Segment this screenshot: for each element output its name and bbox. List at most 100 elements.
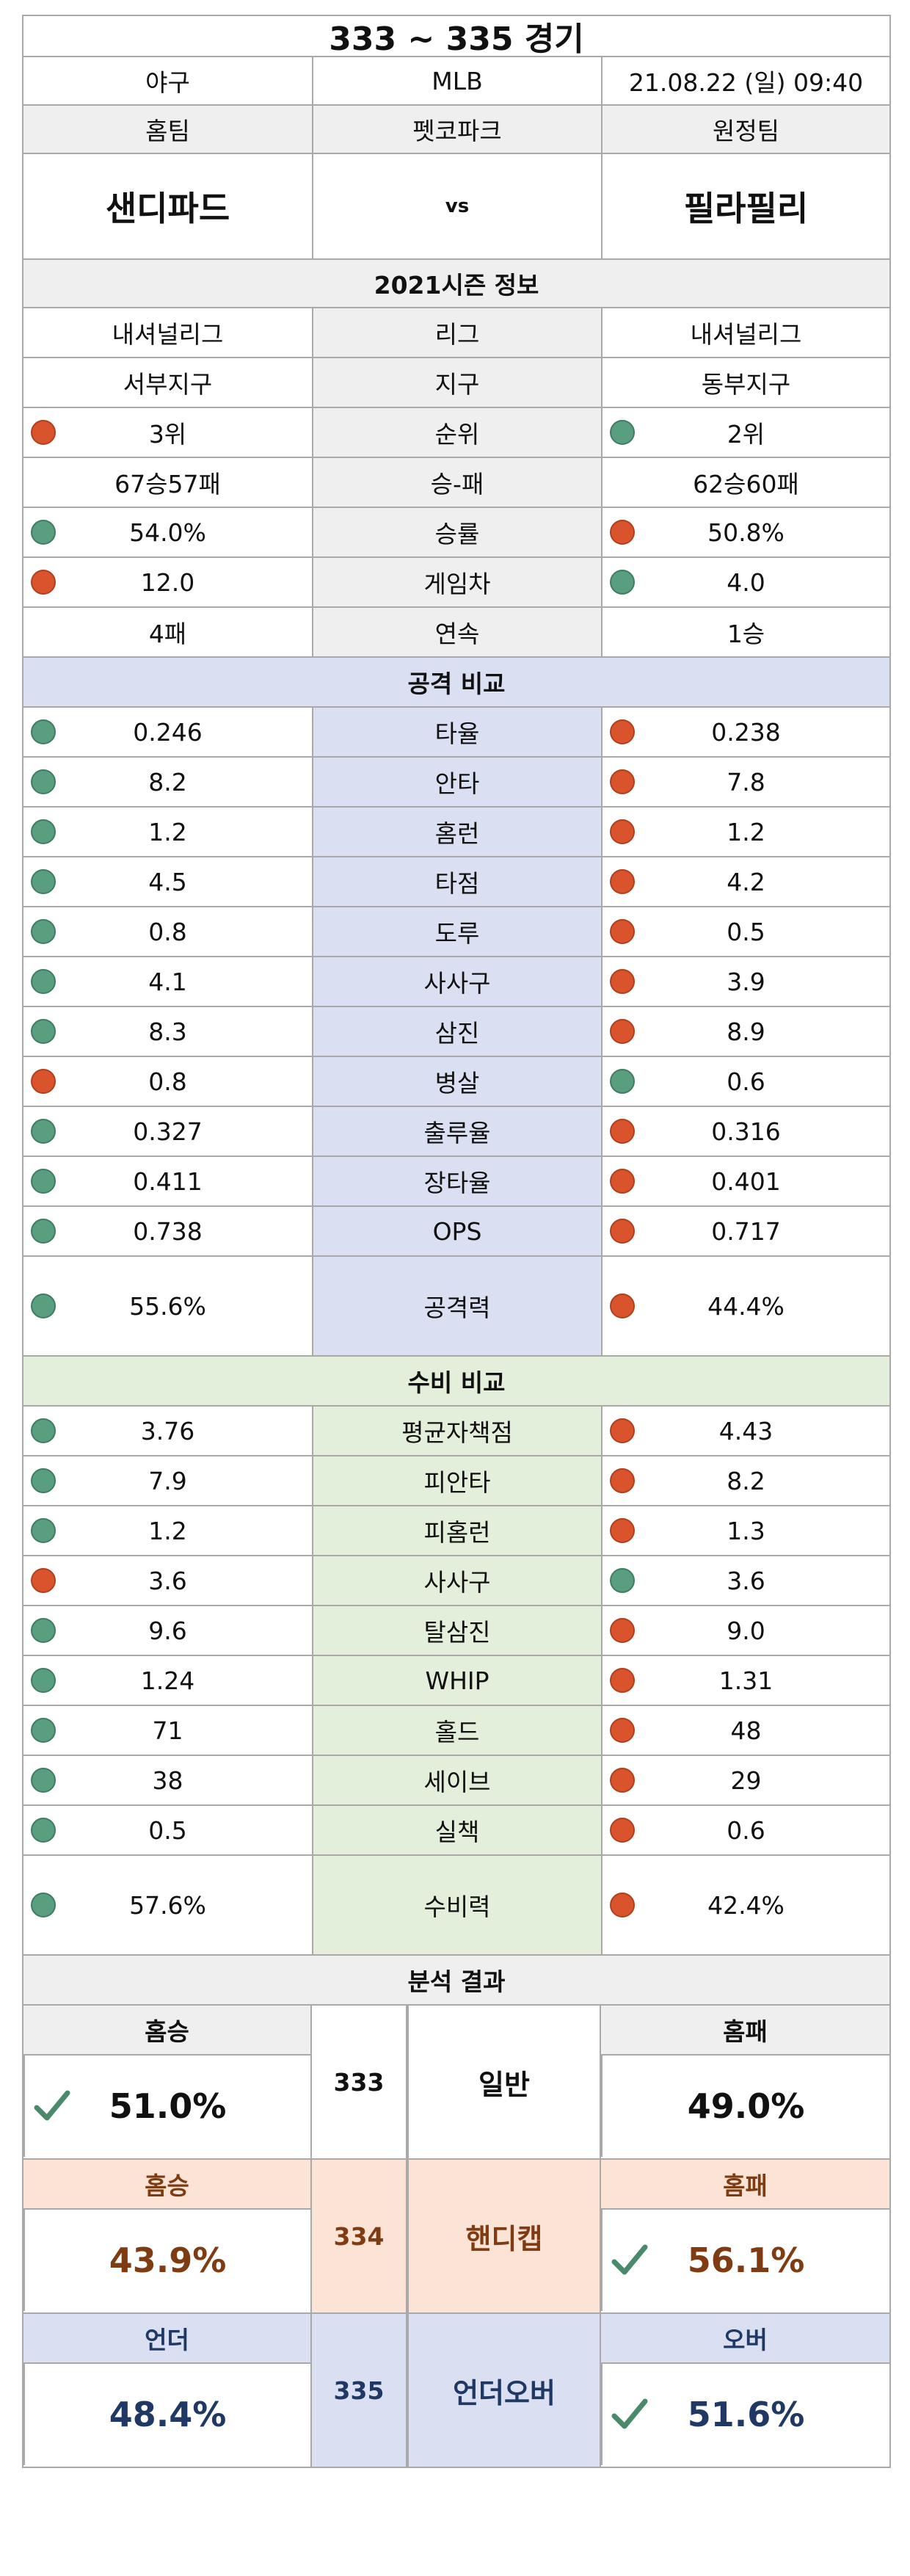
stat-label-text: 공격력: [423, 1294, 491, 1322]
season-section-header: 2021시즌 정보: [22, 260, 891, 308]
result-title: 분석 결과: [23, 1956, 889, 2004]
stat-label: 게임차: [312, 558, 601, 606]
stat-label: 수비력: [312, 1856, 601, 1954]
stat-row: 0.8 도루 0.5: [22, 907, 891, 957]
home-stat-value-text: 57.6%: [129, 1890, 206, 1920]
away-stat-value: 1.31: [601, 1656, 889, 1705]
stat-label-text: 사사구: [423, 969, 491, 998]
red-dot-icon: [610, 1219, 635, 1244]
stat-label-text: 수비력: [423, 1893, 491, 1921]
stat-label: 타점: [312, 857, 601, 906]
handicap-game-number: 334: [312, 2160, 407, 2312]
stat-row: 67승57패 승-패 62승60패: [22, 458, 891, 508]
home-stat-value-text: 3위: [148, 420, 187, 449]
away-stat-value-text: 1.2: [727, 817, 765, 846]
under-value: 48.4%: [23, 2364, 310, 2465]
home-stat-value-text: 서부지구: [123, 370, 213, 399]
stat-label: OPS: [312, 1207, 601, 1255]
away-stat-value-text: 0.401: [711, 1167, 781, 1196]
home-stat-value-text: 8.3: [148, 1017, 187, 1046]
home-stat-value: 0.327: [23, 1107, 312, 1155]
away-stat-value: 4.0: [601, 558, 889, 606]
green-dot-icon: [31, 1618, 56, 1643]
green-dot-icon: [31, 769, 56, 794]
home-stat-value-text: 67승57패: [114, 470, 221, 498]
stat-label-text: 승률: [434, 520, 480, 548]
green-dot-icon: [31, 1019, 56, 1044]
green-dot-icon: [31, 819, 56, 844]
stat-row: 내셔널리그 리그 내셔널리그: [22, 308, 891, 358]
stat-label-text: 지구: [434, 370, 480, 399]
stat-label: 도루: [312, 907, 601, 956]
home-stat-value-text: 0.327: [133, 1117, 203, 1146]
away-stat-value: 62승60패: [601, 458, 889, 507]
red-dot-icon: [610, 919, 635, 944]
green-dot-icon: [31, 520, 56, 545]
away-stat-value: 42.4%: [601, 1856, 889, 1954]
red-dot-icon: [610, 969, 635, 994]
stat-label-text: 리그: [434, 320, 480, 349]
underover-game-number: 335: [312, 2314, 407, 2467]
green-dot-icon: [31, 1518, 56, 1543]
stat-label-text: 안타: [434, 769, 480, 798]
red-dot-icon: [31, 1568, 56, 1593]
home-stat-value-text: 0.5: [148, 1815, 187, 1845]
general-home-win-label: 홈승: [23, 2006, 310, 2056]
away-stat-value: 동부지구: [601, 358, 889, 407]
home-stat-value-text: 0.738: [133, 1216, 203, 1246]
stat-label-text: 삼진: [434, 1019, 480, 1048]
green-dot-icon: [31, 719, 56, 744]
home-stat-value-text: 71: [152, 1716, 183, 1745]
away-stat-value: 1.2: [601, 808, 889, 856]
away-stat-value-text: 0.6: [727, 1815, 765, 1845]
attack-stats: 0.246 타율 0.238 8.2 안타 7.8 1.2 홈런 1.2 4.5 타점 4.2 0.8 도…: [22, 708, 891, 1357]
stat-label-text: 승-패: [430, 470, 484, 498]
home-stat-value: 4.5: [23, 857, 312, 906]
home-stat-value-text: 55.6%: [129, 1291, 206, 1321]
green-dot-icon: [31, 869, 56, 894]
home-stat-value-text: 0.8: [148, 917, 187, 946]
stat-row: 0.327 출루율 0.316: [22, 1107, 891, 1157]
green-dot-icon: [31, 1768, 56, 1793]
away-stat-value: 0.6: [601, 1057, 889, 1106]
stat-label: 장타율: [312, 1157, 601, 1205]
attack-section-header: 공격 비교: [22, 658, 891, 708]
away-stat-value: 0.6: [601, 1806, 889, 1854]
home-stat-value: 3.6: [23, 1556, 312, 1605]
stat-label-text: 홀드: [434, 1718, 480, 1746]
teams-row: 샌디파드 vs 필라필리: [22, 154, 891, 260]
home-team-header: 홈팀: [23, 106, 312, 153]
stat-row: 1.2 피홈런 1.3: [22, 1506, 891, 1556]
red-dot-icon: [610, 1668, 635, 1693]
home-stat-value: 0.738: [23, 1207, 312, 1255]
away-stat-value: 8.9: [601, 1007, 889, 1056]
away-stat-value-text: 4.0: [727, 567, 765, 597]
away-stat-value: 4.43: [601, 1407, 889, 1455]
red-dot-icon: [610, 1618, 635, 1643]
home-stat-value: 0.8: [23, 907, 312, 956]
home-stat-value-text: 1.2: [148, 817, 187, 846]
away-stat-value: 0.717: [601, 1207, 889, 1255]
home-stat-value: 3위: [23, 408, 312, 457]
green-dot-icon: [31, 1119, 56, 1144]
general-game-number: 333: [312, 2006, 407, 2158]
stat-label-text: 타율: [434, 719, 480, 748]
red-dot-icon: [610, 1718, 635, 1743]
away-stat-value: 0.316: [601, 1107, 889, 1155]
general-home-win-value: 51.0%: [23, 2056, 310, 2157]
away-stat-value: 0.238: [601, 708, 889, 756]
home-stat-value: 1.2: [23, 808, 312, 856]
home-stat-value: 67승57패: [23, 458, 312, 507]
stat-row: 0.5 실책 0.6: [22, 1806, 891, 1856]
away-stat-value-text: 2위: [727, 420, 765, 449]
away-stat-value: 1.3: [601, 1506, 889, 1555]
green-dot-icon: [31, 969, 56, 994]
stat-label-text: 실책: [434, 1818, 480, 1846]
stat-label-text: 장타율: [423, 1169, 491, 1197]
stat-row: 12.0 게임차 4.0: [22, 558, 891, 608]
green-dot-icon: [31, 1219, 56, 1244]
home-stat-value: 0.246: [23, 708, 312, 756]
home-stat-value-text: 54.0%: [129, 518, 206, 547]
away-stat-value-text: 0.6: [727, 1067, 765, 1096]
stat-label: 평균자책점: [312, 1407, 601, 1455]
